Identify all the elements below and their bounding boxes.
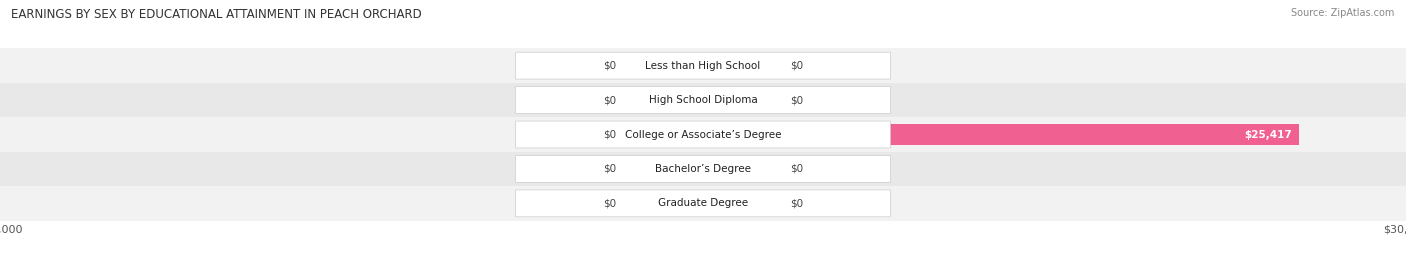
Bar xyxy=(703,55,785,76)
Text: Graduate Degree: Graduate Degree xyxy=(658,198,748,208)
Text: College or Associate’s Degree: College or Associate’s Degree xyxy=(624,129,782,140)
Text: Less than High School: Less than High School xyxy=(645,61,761,71)
Text: EARNINGS BY SEX BY EDUCATIONAL ATTAINMENT IN PEACH ORCHARD: EARNINGS BY SEX BY EDUCATIONAL ATTAINMEN… xyxy=(11,8,422,21)
Text: $0: $0 xyxy=(603,129,616,140)
Text: $0: $0 xyxy=(603,61,616,71)
Text: Bachelor’s Degree: Bachelor’s Degree xyxy=(655,164,751,174)
FancyBboxPatch shape xyxy=(516,190,890,217)
FancyBboxPatch shape xyxy=(516,155,890,182)
Text: $0: $0 xyxy=(790,164,803,174)
Bar xyxy=(703,124,1299,145)
Bar xyxy=(703,89,785,111)
Text: $0: $0 xyxy=(790,95,803,105)
Text: $25,417: $25,417 xyxy=(1244,129,1292,140)
FancyBboxPatch shape xyxy=(516,52,890,79)
Text: $0: $0 xyxy=(790,198,803,208)
Bar xyxy=(0,48,1406,83)
Text: $0: $0 xyxy=(790,61,803,71)
Bar xyxy=(0,83,1406,117)
FancyBboxPatch shape xyxy=(516,87,890,114)
Bar xyxy=(0,186,1406,221)
Text: Source: ZipAtlas.com: Source: ZipAtlas.com xyxy=(1291,8,1395,18)
Bar xyxy=(621,193,703,214)
Bar xyxy=(703,193,785,214)
Bar xyxy=(703,158,785,180)
Bar xyxy=(621,89,703,111)
Bar xyxy=(0,117,1406,152)
Bar xyxy=(621,158,703,180)
Text: $0: $0 xyxy=(603,198,616,208)
Bar xyxy=(621,55,703,76)
Text: $0: $0 xyxy=(603,95,616,105)
Bar xyxy=(621,124,703,145)
Text: High School Diploma: High School Diploma xyxy=(648,95,758,105)
Bar xyxy=(0,152,1406,186)
Text: $0: $0 xyxy=(603,164,616,174)
FancyBboxPatch shape xyxy=(516,121,890,148)
